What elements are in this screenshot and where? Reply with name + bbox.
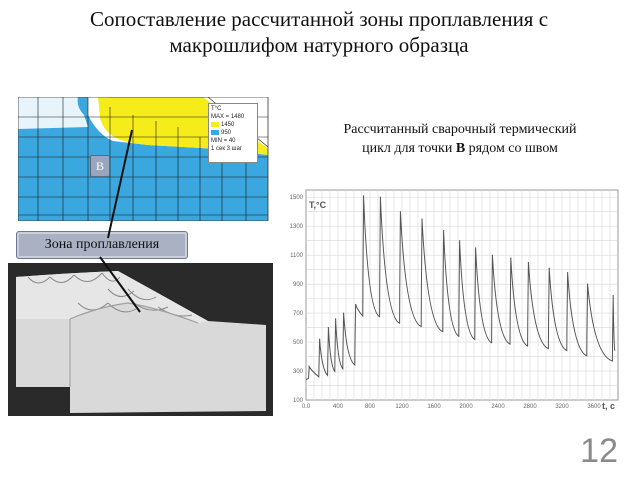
fem-haz-region: [18, 97, 268, 221]
fem-base-region: [18, 97, 88, 129]
chart-series-peak-point: [343, 312, 345, 314]
macrosection-photo: [8, 263, 273, 416]
melt-swatch-icon: [211, 121, 219, 127]
chart-x-tick-label: 1600: [427, 404, 441, 410]
chart-series-peak-point: [319, 338, 321, 340]
chart-y-tick-label: 700: [293, 311, 304, 317]
chart-caption-line-1: Рассчитанный сварочный термический: [343, 122, 577, 137]
chart-caption-point: B: [455, 141, 466, 156]
page-number: 12: [580, 432, 618, 470]
slide-title: Сопоставление рассчитанной зоны проплавл…: [0, 6, 638, 58]
fusion-zone-label: Зона проплавления: [16, 231, 188, 259]
chart-caption-line-2: цикл для точки B рядом со швом: [300, 139, 620, 158]
chart-series-peak-point: [308, 366, 310, 368]
chart-y-tick-label: 300: [293, 369, 304, 375]
chart-y-tick-label: 900: [293, 282, 304, 288]
chart-series-peak-point: [379, 196, 381, 198]
chart-x-tick-label: 2800: [523, 404, 537, 410]
chart-series-peak-point: [443, 229, 445, 232]
fem-legend-row-haz: 950: [211, 129, 255, 137]
chart-series-peak-point: [567, 271, 569, 274]
fem-legend: T°C MAX = 1480 1450 950 MIN = 40 1 сек 3…: [208, 103, 258, 163]
chart-series-peak-point: [475, 247, 477, 249]
fem-legend-row-melt: 1450: [211, 121, 255, 129]
fem-legend-title: T°C: [211, 106, 222, 112]
fem-legend-max: MAX = 1480: [211, 114, 245, 120]
chart-series-peak-point: [399, 211, 401, 213]
chart-series-peak-point: [327, 326, 329, 329]
chart-x-tick-label: 0.0: [302, 404, 311, 410]
slide-title-line-2: макрошлифом натурного образца: [169, 33, 469, 57]
chart-series-peak-point: [355, 303, 357, 306]
chart-x-axis-label: t, c: [602, 401, 615, 411]
slide-title-line-1: Сопоставление рассчитанной зоны проплавл…: [89, 7, 549, 31]
chart-series-peak-point: [587, 283, 589, 285]
chart-plot-area: [305, 189, 619, 401]
chart-series-peak-point: [612, 295, 614, 297]
chart-x-tick-label: 2000: [459, 404, 473, 410]
chart-series-peak-point: [548, 267, 550, 269]
chart-series-peak-point: [335, 318, 337, 320]
chart-y-tick-label: 500: [293, 340, 304, 346]
chart-x-tick-label: 3600: [587, 404, 601, 410]
chart-series-peak-point: [510, 257, 512, 259]
chart-x-tick-label: 400: [333, 404, 344, 410]
chart-x-tick-label: 3200: [555, 404, 569, 410]
chart-y-tick-label: 100: [293, 398, 304, 404]
haz-swatch-icon: [211, 129, 219, 135]
fem-legend-melt-value: 1450: [221, 122, 235, 128]
chart-series-peak-point: [491, 254, 493, 256]
chart-caption-pre: цикл для точки: [362, 141, 456, 156]
chart-y-tick-label: 1300: [290, 224, 304, 230]
chart-series-peak-point: [421, 218, 423, 220]
fem-legend-min: MIN = 40: [211, 138, 236, 144]
chart-series-peak-point: [459, 240, 461, 242]
chart-y-tick-label: 1500: [290, 195, 304, 201]
chart-x-tick-label: 1200: [395, 404, 409, 410]
point-b-marker: B: [90, 155, 110, 177]
chart-caption-post: рядом со швом: [465, 141, 558, 156]
fem-legend-haz-value: 950: [221, 130, 232, 136]
chart-y-axis-label: T,°C: [309, 200, 327, 210]
chart-x-tick-label: 800: [365, 404, 376, 410]
chart-y-tick-label: 1100: [290, 253, 304, 259]
chart-series-peak-point: [363, 195, 365, 197]
fem-legend-step: 1 сек 3 шаг: [211, 146, 242, 152]
chart-caption: Рассчитанный сварочный термический цикл …: [300, 120, 620, 158]
chart-series-peak-point: [527, 261, 529, 264]
chart-x-tick-label: 2400: [491, 404, 505, 410]
